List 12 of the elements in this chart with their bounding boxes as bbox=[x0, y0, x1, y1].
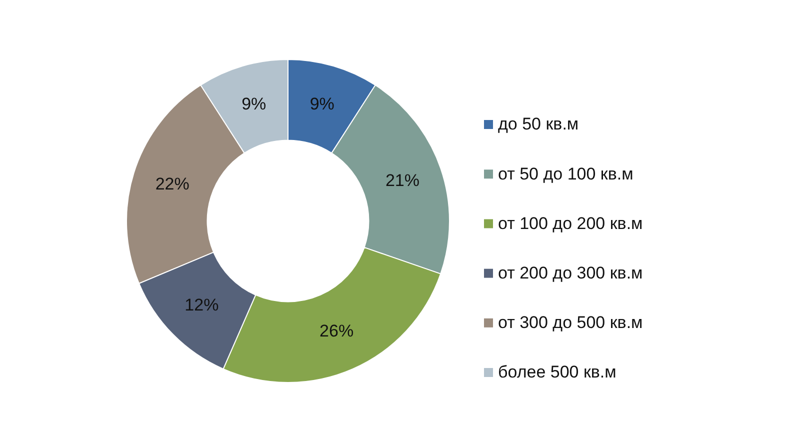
data-label: 21% bbox=[385, 171, 420, 190]
legend-label: от 200 до 300 кв.м bbox=[498, 263, 643, 282]
legend-label: от 100 до 200 кв.м bbox=[498, 214, 643, 233]
data-label: 12% bbox=[184, 296, 219, 315]
data-label: 9% bbox=[310, 94, 334, 114]
data-label: 22% bbox=[155, 174, 190, 194]
legend-label: от 300 до 500 кв.м bbox=[498, 313, 643, 332]
legend-label: до 50 кв.м bbox=[498, 114, 579, 134]
data-label: 26% bbox=[320, 322, 354, 341]
legend-label: более 500 кв.м bbox=[498, 362, 616, 382]
data-label: 9% bbox=[242, 94, 266, 114]
legend-label: от 50 до 100 кв.м bbox=[498, 164, 634, 184]
